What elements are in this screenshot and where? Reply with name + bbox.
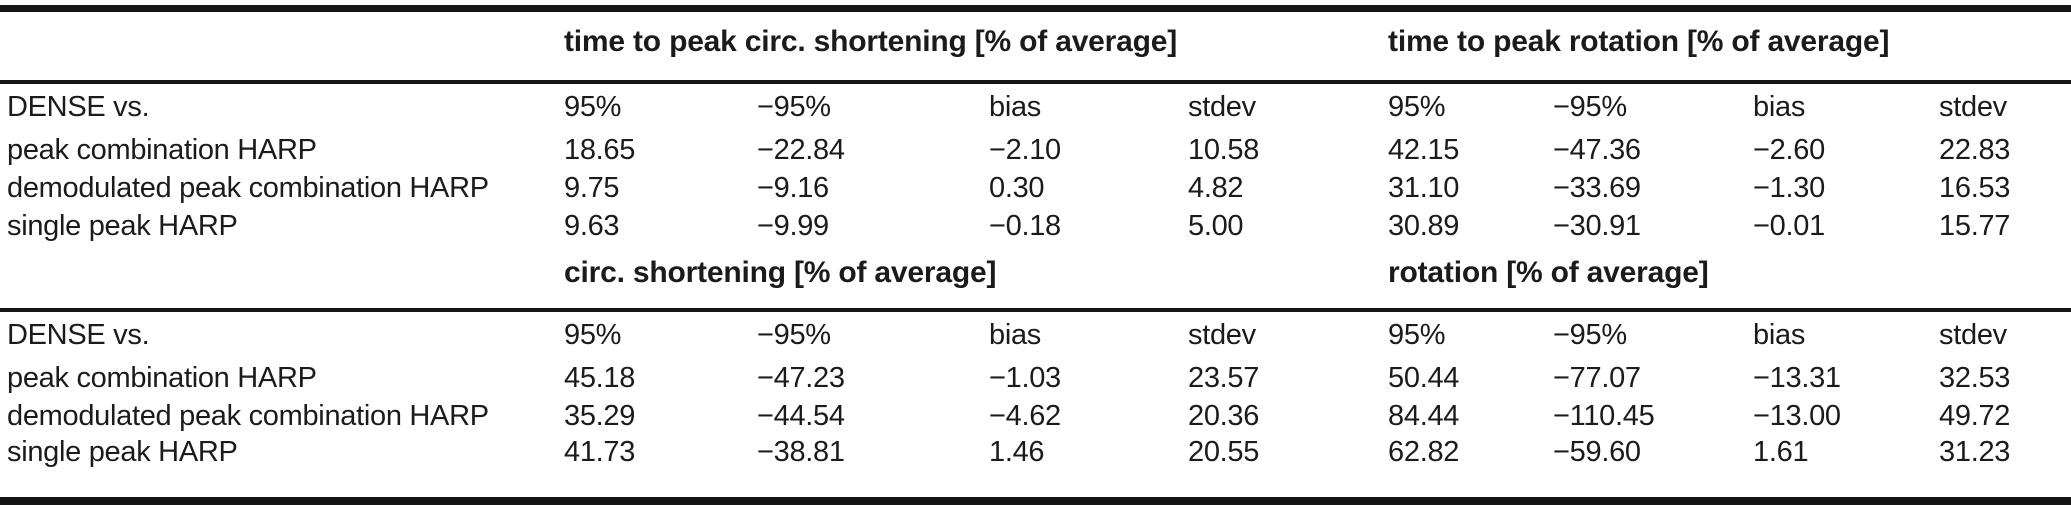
- row-group-label: DENSE vs.: [7, 319, 150, 351]
- value-cell: −47.23: [757, 362, 845, 394]
- value-cell: −9.16: [757, 172, 829, 204]
- row-label: peak combination HARP: [7, 362, 317, 394]
- group-header-time-to-peak-rotation: time to peak rotation [% of average]: [1381, 8, 2071, 84]
- value-cell: −1.30: [1753, 172, 1825, 204]
- column-header: stdev: [1939, 319, 2007, 351]
- value-cell: 10.58: [1188, 134, 1260, 166]
- value-cell: 50.44: [1388, 362, 1460, 394]
- column-header: 95%: [564, 91, 622, 123]
- column-header: −95%: [1553, 91, 1627, 123]
- group-header-spacer: [0, 8, 557, 84]
- value-cell: −44.54: [757, 400, 845, 432]
- value-cell: 1.46: [989, 436, 1045, 468]
- value-cell: 15.77: [1939, 210, 2011, 242]
- column-header: 95%: [1388, 91, 1446, 123]
- value-cell: 42.15: [1388, 134, 1460, 166]
- value-cell: 16.53: [1939, 172, 2011, 204]
- column-header: −95%: [757, 319, 831, 351]
- value-cell: −77.07: [1553, 362, 1641, 394]
- group-header-circ-shortening: circ. shortening [% of average]: [557, 245, 1382, 312]
- value-cell: −38.81: [757, 436, 845, 468]
- row-label: demodulated peak combination HARP: [7, 400, 489, 432]
- table-row: single peak HARP 41.73 −38.81 1.46 20.55…: [0, 436, 2071, 501]
- group-header-row: time to peak circ. shortening [% of aver…: [0, 8, 2071, 84]
- column-header: stdev: [1939, 91, 2007, 123]
- value-cell: 5.00: [1188, 210, 1244, 242]
- value-cell: −0.18: [989, 210, 1061, 242]
- column-header: 95%: [1388, 319, 1446, 351]
- value-cell: 62.82: [1388, 436, 1460, 468]
- value-cell: 1.61: [1753, 436, 1809, 468]
- value-cell: 45.18: [564, 362, 636, 394]
- column-header-row: DENSE vs. 95% −95% bias stdev 95% −95% b…: [0, 310, 2071, 360]
- column-header: bias: [989, 319, 1041, 351]
- row-group-label: DENSE vs.: [7, 91, 150, 123]
- row-label: single peak HARP: [7, 210, 238, 242]
- value-cell: −22.84: [757, 134, 845, 166]
- value-cell: −30.91: [1553, 210, 1641, 242]
- value-cell: 30.89: [1388, 210, 1460, 242]
- row-label: peak combination HARP: [7, 134, 317, 166]
- value-cell: 23.57: [1188, 362, 1260, 394]
- value-cell: 20.55: [1188, 436, 1260, 468]
- column-header: stdev: [1188, 91, 1256, 123]
- value-cell: −2.10: [989, 134, 1061, 166]
- column-header: bias: [989, 91, 1041, 123]
- value-cell: 0.30: [989, 172, 1045, 204]
- value-cell: 31.10: [1388, 172, 1460, 204]
- value-cell: 9.75: [564, 172, 620, 204]
- value-cell: −9.99: [757, 210, 829, 242]
- value-cell: −1.03: [989, 362, 1061, 394]
- group-header-row: circ. shortening [% of average] rotation…: [0, 245, 2071, 312]
- table-row: demodulated peak combination HARP 35.29 …: [0, 398, 2071, 436]
- column-header: stdev: [1188, 319, 1256, 351]
- value-cell: −59.60: [1553, 436, 1641, 468]
- value-cell: 31.23: [1939, 436, 2011, 468]
- table-row: peak combination HARP 45.18 −47.23 −1.03…: [0, 360, 2071, 398]
- value-cell: 18.65: [564, 134, 636, 166]
- value-cell: −47.36: [1553, 134, 1641, 166]
- column-header: −95%: [1553, 319, 1627, 351]
- group-header-rotation: rotation [% of average]: [1381, 245, 2071, 312]
- value-cell: 41.73: [564, 436, 636, 468]
- row-label: single peak HARP: [7, 436, 238, 468]
- table-row: demodulated peak combination HARP 9.75 −…: [0, 170, 2071, 208]
- value-cell: 4.82: [1188, 172, 1244, 204]
- group-header-time-to-peak-circ-shortening: time to peak circ. shortening [% of aver…: [557, 8, 1382, 84]
- value-cell: −4.62: [989, 400, 1061, 432]
- value-cell: 20.36: [1188, 400, 1260, 432]
- value-cell: 84.44: [1388, 400, 1460, 432]
- column-header: bias: [1753, 319, 1806, 351]
- table-row: peak combination HARP 18.65 −22.84 −2.10…: [0, 132, 2071, 170]
- value-cell: −2.60: [1753, 134, 1825, 166]
- column-header: −95%: [757, 91, 831, 123]
- value-cell: −0.01: [1753, 210, 1825, 242]
- value-cell: 35.29: [564, 400, 636, 432]
- column-header: 95%: [564, 319, 622, 351]
- row-label: demodulated peak combination HARP: [7, 172, 489, 204]
- column-header: bias: [1753, 91, 1806, 123]
- value-cell: 9.63: [564, 210, 620, 242]
- value-cell: −13.00: [1753, 400, 1841, 432]
- table-row: single peak HARP 9.63 −9.99 −0.18 5.00 3…: [0, 208, 2071, 246]
- value-cell: −13.31: [1753, 362, 1841, 394]
- column-header-row: DENSE vs. 95% −95% bias stdev 95% −95% b…: [0, 82, 2071, 132]
- value-cell: 49.72: [1939, 400, 2011, 432]
- value-cell: −33.69: [1553, 172, 1641, 204]
- bland-altman-stats-table: time to peak circ. shortening [% of aver…: [0, 5, 2071, 505]
- value-cell: 22.83: [1939, 134, 2011, 166]
- value-cell: 32.53: [1939, 362, 2011, 394]
- value-cell: −110.45: [1553, 400, 1655, 432]
- group-header-spacer: [0, 245, 557, 312]
